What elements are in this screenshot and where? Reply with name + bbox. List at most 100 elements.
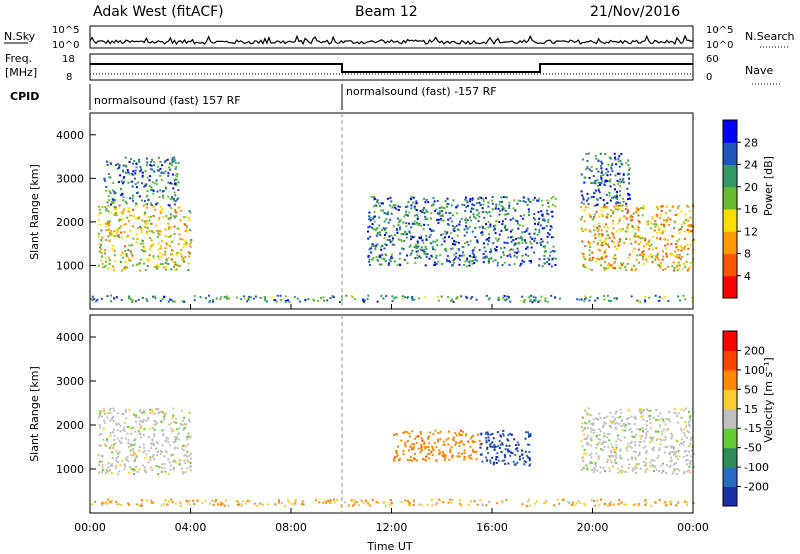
power-echo-cell	[607, 266, 610, 269]
power-echo-cell	[409, 244, 412, 247]
velocity-echo-cell	[100, 502, 103, 505]
power-echo-cell	[605, 168, 608, 171]
velocity-echo-cell	[612, 465, 614, 468]
power-echo-cell	[162, 215, 165, 218]
power-echo-cell	[524, 253, 527, 256]
velocity-echo-cell	[582, 460, 584, 463]
velocity-echo-cell	[324, 500, 327, 503]
velocity-echo-cell	[670, 432, 673, 435]
velocity-echo-cell	[161, 411, 164, 414]
power-echo-cell	[616, 197, 619, 200]
power-echo-cell	[432, 229, 435, 232]
power-echo-cell	[606, 202, 609, 205]
power-echo-cell	[322, 296, 325, 299]
velocity-echo-cell	[509, 454, 512, 457]
velocity-echo-cell	[114, 442, 117, 445]
power-echo-cell	[640, 207, 643, 210]
power-echo-cell	[374, 204, 377, 207]
power-echo-cell	[521, 224, 524, 227]
velocity-echo-cell	[606, 436, 609, 439]
power-echo-cell	[448, 235, 450, 238]
velocity-echo-cell	[140, 499, 143, 502]
velocity-echo-cell	[656, 456, 659, 459]
power-echo-cell	[598, 233, 600, 236]
velocity-echo-cell	[485, 456, 488, 459]
velocity-echo-cell	[187, 432, 190, 435]
velocity-echo-cell	[400, 439, 403, 442]
power-echo-cell	[170, 206, 173, 209]
power-echo-cell	[614, 267, 617, 269]
power-echo-cell	[581, 194, 584, 197]
velocity-echo-cell	[577, 500, 580, 502]
velocity-echo-cell	[104, 413, 107, 415]
power-echo-cell	[270, 296, 273, 299]
power-echo-cell	[226, 295, 229, 298]
velocity-echo-cell	[288, 501, 291, 504]
nave-label: Nave	[745, 64, 773, 77]
power-echo-cell	[642, 263, 645, 265]
velocity-echo-cell	[657, 455, 660, 457]
velocity-echo-cell	[351, 504, 354, 507]
power-echo-cell	[147, 258, 150, 261]
velocity-echo-cell	[147, 436, 150, 438]
power-echo-cell	[652, 223, 655, 226]
power-echo-cell	[135, 217, 138, 220]
velocity-echo-cell	[110, 463, 113, 466]
power-echo-cell	[138, 215, 141, 218]
power-echo-cell	[161, 164, 163, 167]
power-echo-cell	[686, 204, 689, 207]
power-echo-cell	[177, 228, 180, 231]
power-echo-cell	[425, 234, 428, 237]
velocity-echo-cell	[131, 444, 134, 447]
power-echo-cell	[128, 210, 131, 213]
power-echo-cell	[591, 259, 594, 261]
velocity-echo-cell	[495, 458, 498, 461]
velocity-echo-cell	[583, 433, 586, 436]
power-echo-cell	[429, 241, 432, 244]
power-echo-cell	[613, 237, 616, 240]
power-echo-cell	[523, 299, 526, 302]
velocity-echo-cell	[412, 499, 415, 502]
power-echo-cell	[508, 253, 511, 256]
power-echo-cell	[125, 266, 127, 269]
velocity-echo-cell	[598, 457, 600, 460]
power-echo-cell	[674, 243, 677, 245]
power-echo-cell	[142, 245, 145, 248]
velocity-echo-cell	[606, 415, 609, 418]
power-echo-cell	[625, 161, 628, 164]
power-echo-cell	[590, 196, 593, 199]
velocity-echo-cell	[179, 505, 182, 507]
power-echo-cell	[435, 262, 438, 265]
power-echo-cell	[91, 295, 94, 298]
power-echo-cell	[511, 228, 514, 231]
velocity-echo-cell	[673, 463, 675, 466]
power-echo-cell	[620, 162, 623, 165]
power-echo-cell	[189, 229, 191, 231]
velocity-echo-cell	[112, 407, 115, 410]
power-echo-cell	[121, 236, 124, 239]
velocity-echo-cell	[123, 463, 126, 466]
power-echo-cell	[614, 208, 617, 210]
velocity-echo-cell	[419, 431, 422, 433]
power-echo-cell	[680, 225, 683, 228]
power-echo-cell	[688, 224, 691, 226]
power-echo-cell	[437, 299, 440, 302]
velocity-echo-cell	[689, 415, 692, 418]
velocity-echo-cell	[631, 467, 634, 470]
power-echo-cell	[517, 227, 520, 230]
power-echo-cell	[143, 200, 146, 202]
power-echo-cell	[171, 173, 174, 176]
velocity-echo-cell	[505, 498, 508, 501]
velocity-echo-cell	[692, 453, 695, 455]
power-echo-cell	[153, 265, 156, 268]
power-echo-cell	[132, 225, 134, 228]
velocity-echo-cell	[435, 446, 438, 449]
time-tick-label: 04:00	[175, 521, 207, 534]
power-echo-cell	[391, 239, 394, 242]
power-echo-cell	[473, 246, 476, 249]
velocity-echo-cell	[127, 425, 130, 428]
velocity-echo-cell	[675, 472, 678, 475]
power-echo-cell	[632, 250, 635, 253]
velocity-echo-cell	[104, 445, 107, 448]
velocity-echo-cell	[633, 417, 636, 419]
